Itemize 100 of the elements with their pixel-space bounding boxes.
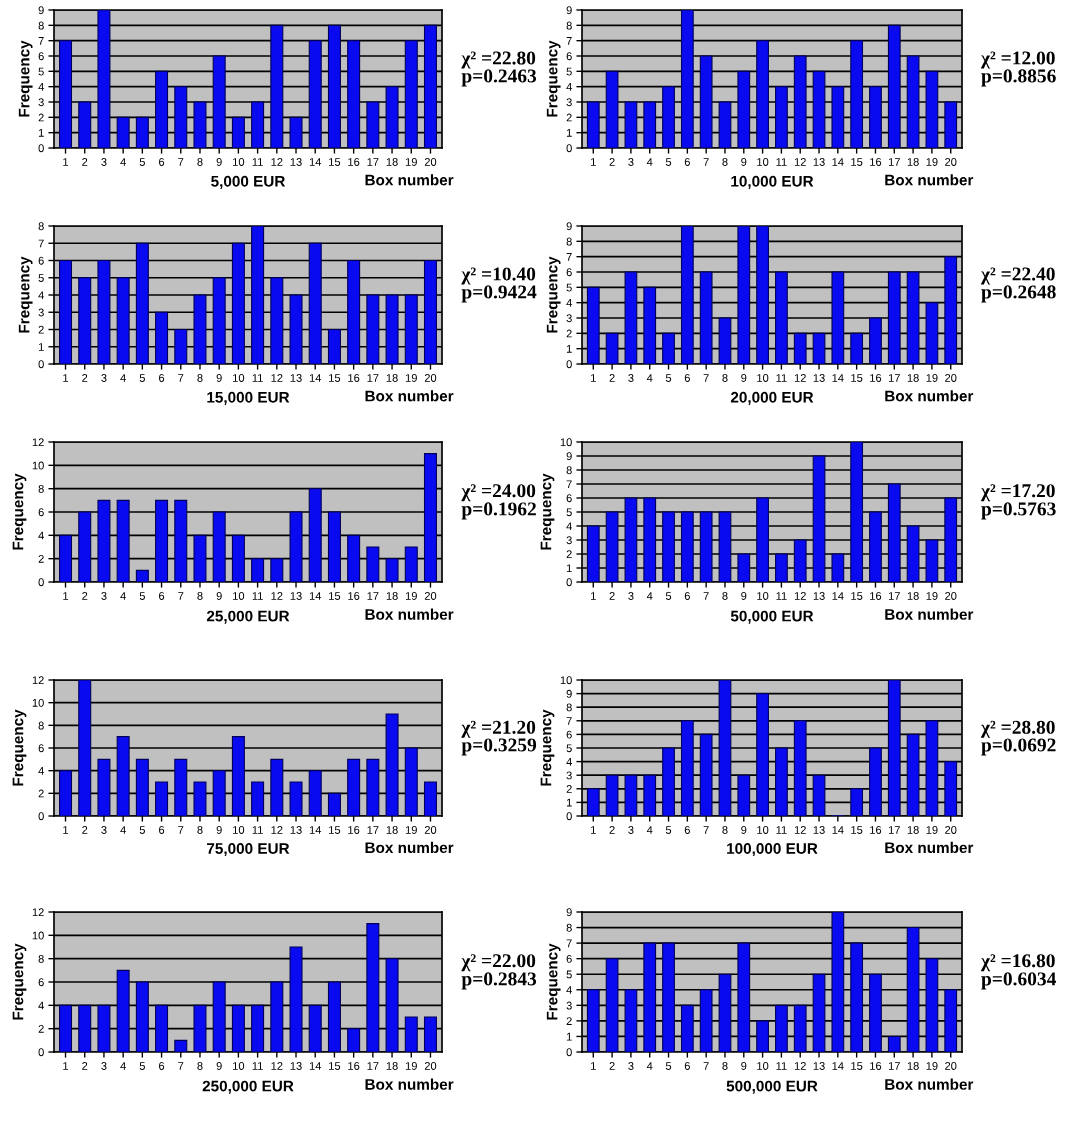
bar xyxy=(193,534,207,582)
bar xyxy=(812,70,826,148)
bar xyxy=(850,788,864,816)
bar xyxy=(251,558,265,582)
bar xyxy=(116,116,130,148)
bar xyxy=(662,747,675,816)
bar xyxy=(404,40,418,148)
bar xyxy=(385,713,399,816)
bar xyxy=(718,680,732,816)
bar xyxy=(831,912,845,1052)
bar xyxy=(366,101,380,148)
bar xyxy=(586,989,600,1052)
bar xyxy=(404,546,418,582)
bar xyxy=(327,981,341,1052)
bar xyxy=(423,259,437,364)
bar xyxy=(116,736,130,816)
bar xyxy=(347,259,361,364)
bar xyxy=(270,24,284,148)
bar xyxy=(135,116,149,148)
bar xyxy=(944,497,958,582)
bar xyxy=(662,942,675,1052)
bar xyxy=(59,770,73,816)
bar xyxy=(97,10,111,148)
bar xyxy=(116,277,130,364)
bar xyxy=(624,101,638,148)
bar xyxy=(155,781,169,816)
bar xyxy=(308,488,322,582)
bar xyxy=(775,271,788,364)
bar xyxy=(59,1004,73,1052)
bar xyxy=(155,70,169,148)
bar xyxy=(289,946,303,1052)
bar xyxy=(385,558,399,582)
bar xyxy=(944,101,958,148)
bar xyxy=(680,10,694,148)
bar xyxy=(289,511,303,582)
bar xyxy=(270,558,284,582)
bar xyxy=(270,981,284,1052)
bar xyxy=(289,781,303,816)
bar xyxy=(308,242,322,364)
bar xyxy=(366,294,380,364)
bar xyxy=(699,55,713,148)
bar xyxy=(385,86,399,148)
bar xyxy=(605,332,619,364)
bar xyxy=(624,989,638,1052)
bar xyxy=(174,86,188,148)
bar xyxy=(78,101,92,148)
bar xyxy=(756,1020,769,1052)
bar xyxy=(925,720,939,816)
bar xyxy=(366,546,380,582)
bar xyxy=(231,242,245,364)
bar xyxy=(925,70,939,148)
bar xyxy=(404,1016,418,1052)
bar xyxy=(756,693,769,816)
text: p=0.0692 xyxy=(981,738,1056,756)
bar xyxy=(174,1039,188,1052)
bar xyxy=(308,40,322,148)
bar xyxy=(906,927,920,1052)
bar xyxy=(662,511,675,582)
bar xyxy=(586,525,600,582)
bar xyxy=(231,116,245,148)
bar xyxy=(586,101,600,148)
bar xyxy=(624,271,638,364)
bar xyxy=(423,24,437,148)
bar xyxy=(404,294,418,364)
text: p=0.2463 xyxy=(461,69,537,87)
bar xyxy=(59,259,73,364)
bar xyxy=(135,242,149,364)
bar xyxy=(155,311,169,364)
bar xyxy=(775,553,788,582)
bar xyxy=(793,55,807,148)
bar xyxy=(643,942,657,1052)
bar xyxy=(906,271,920,364)
bar xyxy=(347,40,361,148)
bar xyxy=(78,277,92,364)
bar xyxy=(97,499,111,582)
bar xyxy=(605,70,619,148)
bar xyxy=(155,1004,169,1052)
bar xyxy=(831,271,845,364)
bar xyxy=(737,226,751,364)
text: χ² =28.80 xyxy=(980,720,1055,738)
bar xyxy=(423,781,437,816)
text: χ² =22.80 xyxy=(461,51,536,69)
bar xyxy=(718,511,732,582)
bar xyxy=(944,761,958,816)
bar xyxy=(78,680,92,816)
bar xyxy=(327,511,341,582)
bar xyxy=(793,539,807,582)
text: χ² =22.00 xyxy=(461,954,536,972)
bar xyxy=(97,1004,111,1052)
bar xyxy=(737,942,751,1052)
bar xyxy=(887,271,901,364)
bar xyxy=(624,497,638,582)
text: χ² =22.40 xyxy=(980,267,1055,285)
bar xyxy=(586,788,600,816)
bar xyxy=(270,758,284,816)
bar xyxy=(906,55,920,148)
text: χ² =10.40 xyxy=(461,267,536,285)
bar xyxy=(135,981,149,1052)
bar xyxy=(718,973,732,1052)
bar xyxy=(737,774,751,816)
